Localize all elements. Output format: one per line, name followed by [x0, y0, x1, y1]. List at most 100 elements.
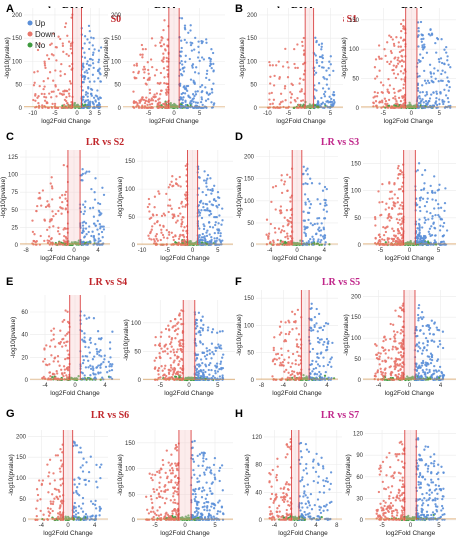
point-down [52, 225, 55, 228]
point-up [303, 228, 306, 231]
point-up [85, 317, 88, 320]
point-up [75, 491, 78, 494]
point-up [436, 69, 440, 72]
point-down [277, 227, 281, 230]
point-up [88, 100, 92, 103]
point-down [389, 190, 392, 194]
point-up [97, 202, 100, 205]
point-down [168, 469, 172, 472]
point-down [169, 342, 172, 346]
point-up [210, 331, 214, 334]
point-up [93, 191, 96, 194]
point-up [322, 208, 325, 211]
point-down [281, 360, 285, 364]
point-down [54, 69, 57, 72]
point-down [180, 323, 183, 326]
y-tick-label: 0 [138, 378, 142, 384]
point-up [441, 330, 445, 333]
point-down [393, 367, 397, 371]
point-up [86, 92, 89, 95]
point-up [430, 75, 433, 78]
point-up [419, 347, 422, 350]
point-up [81, 229, 85, 232]
point-down [292, 370, 296, 373]
point-down [279, 320, 283, 323]
point-up [204, 99, 208, 102]
point-up [197, 370, 201, 373]
point-up [88, 338, 91, 342]
point-up [447, 63, 450, 66]
point-down [56, 230, 60, 233]
point-down [143, 68, 147, 71]
point-down [268, 92, 271, 95]
point-up [427, 355, 431, 358]
point-up [89, 374, 92, 377]
point-up [109, 362, 112, 366]
point-down [380, 57, 383, 60]
point-up [426, 191, 429, 195]
y-tick-label: 100 [244, 323, 255, 329]
point-down [170, 345, 173, 348]
point-down [287, 371, 290, 374]
point-down [301, 99, 305, 102]
point-down [56, 454, 60, 457]
point-down [147, 72, 150, 75]
point-up [192, 100, 195, 103]
point-up [203, 224, 206, 228]
point-up [195, 367, 199, 371]
point-up [82, 359, 85, 362]
point-up [87, 346, 90, 349]
point-up [209, 63, 213, 66]
point-down [392, 229, 395, 233]
point-up [208, 214, 211, 217]
point-up [429, 72, 433, 75]
point-up [419, 60, 422, 63]
point-down [300, 99, 303, 103]
point-up [90, 187, 93, 191]
point-up [325, 210, 329, 213]
point-up [215, 362, 219, 365]
point-up [207, 97, 210, 101]
point-down [48, 458, 52, 461]
point-down [152, 238, 156, 241]
point-down [53, 102, 57, 106]
point-up [449, 104, 452, 108]
point-down [149, 510, 153, 513]
point-down [388, 84, 392, 87]
point-down [301, 44, 304, 48]
point-down [280, 347, 283, 350]
point-down [65, 52, 68, 56]
point-down [40, 92, 43, 96]
point-down [170, 180, 173, 183]
point-down [162, 52, 165, 55]
point-up [84, 483, 87, 486]
point-up [441, 346, 445, 350]
point-down [164, 49, 167, 52]
point-up [188, 101, 192, 105]
point-up [427, 328, 431, 331]
point-up [211, 351, 214, 354]
y-tick-label: 150 [16, 455, 27, 461]
point-up [82, 457, 85, 460]
point-down [268, 98, 271, 101]
point-up [319, 241, 322, 244]
x-tick-label: -8 [23, 248, 29, 254]
y-tick-label: 150 [12, 36, 23, 42]
point-down [403, 38, 406, 42]
point-down [59, 448, 62, 451]
point-up [82, 75, 85, 78]
panel-letter-e: E [6, 276, 13, 288]
point-down [271, 186, 275, 189]
x-tick-label: -4 [39, 523, 45, 529]
point-down [48, 92, 51, 95]
panel-letter-b: B [235, 3, 243, 15]
point-up [214, 349, 217, 352]
point-up [100, 355, 103, 358]
point-down [162, 225, 165, 228]
point-down [176, 371, 179, 374]
point-up [325, 345, 329, 349]
point-up [320, 222, 323, 225]
point-down [166, 44, 169, 47]
threshold-band [403, 150, 416, 245]
point-down [302, 49, 306, 52]
